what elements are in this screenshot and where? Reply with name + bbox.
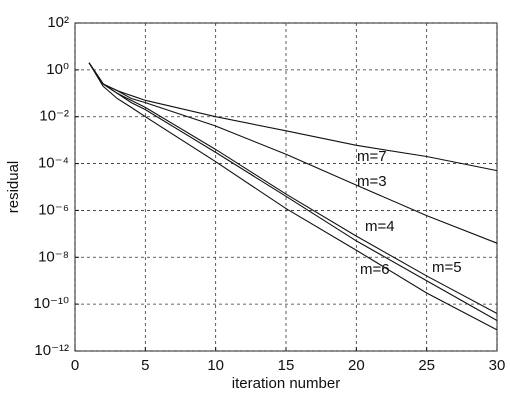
y-tick-label: 10² — [47, 14, 69, 31]
x-tick-label: 25 — [418, 357, 435, 374]
series-label: m=6 — [360, 261, 390, 278]
x-axis-label: iteration number — [232, 375, 340, 392]
x-tick-label: 20 — [348, 357, 365, 374]
series-label: m=7 — [357, 148, 387, 165]
series-line — [88, 62, 498, 331]
y-tick-label: 10⁻⁴ — [38, 155, 69, 172]
x-tick-label: 5 — [141, 357, 149, 374]
x-tick-label: 15 — [278, 357, 295, 374]
y-tick-label: 10⁻² — [39, 108, 69, 125]
x-tick-label: 0 — [71, 357, 79, 374]
y-axis-label: residual — [5, 161, 22, 214]
series-label: m=4 — [365, 218, 395, 235]
series-label: m=5 — [432, 259, 462, 276]
x-tick-label: 30 — [489, 357, 506, 374]
series-line — [88, 62, 498, 321]
y-tick-label: 10⁰ — [46, 61, 69, 78]
x-tick-label: 10 — [207, 357, 224, 374]
y-tick-label: 10⁻⁸ — [38, 248, 69, 265]
y-tick-label: 10⁻¹⁰ — [33, 295, 69, 312]
series-line — [88, 62, 498, 244]
series-label: m=3 — [357, 173, 387, 190]
y-tick-label: 10⁻¹² — [34, 342, 69, 359]
y-tick-label: 10⁻⁶ — [38, 201, 69, 218]
